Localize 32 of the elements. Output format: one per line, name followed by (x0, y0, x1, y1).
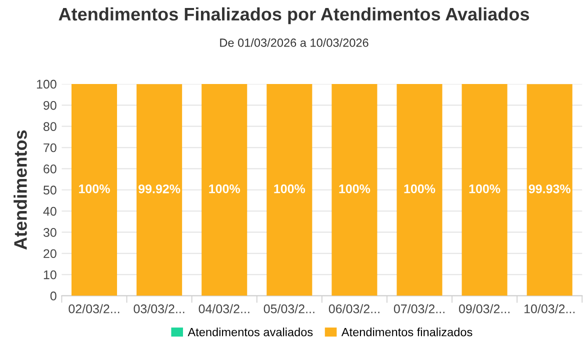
data-label: 100% (469, 184, 500, 194)
y-tick-label: 30 (43, 228, 56, 237)
y-tick-label: 80 (44, 122, 56, 131)
y-tick-label: 60 (44, 164, 56, 174)
data-label: 100% (209, 184, 240, 194)
data-label: 99.92% (138, 184, 180, 194)
data-label: 100% (274, 184, 306, 194)
data-label: 100% (404, 184, 436, 194)
x-tick-label: 06/03/2... (328, 304, 380, 314)
chart-title: Atendimentos Finalizados por Atendimentos Avaliados (58, 7, 530, 24)
x-tick-label: 03/03/2... (134, 304, 184, 314)
x-tick-label: 09/03/2... (458, 304, 510, 314)
x-tick-label: 07/03/2... (394, 304, 444, 314)
y-tick-label: 0 (50, 292, 56, 300)
legend-label: Atendimentos finalizados (341, 328, 472, 336)
x-tick-label: 10/03/2... (524, 304, 575, 314)
y-tick-label: 40 (43, 206, 56, 216)
chart-subtitle: De 01/03/2026 a 10/03/2026 (220, 38, 368, 47)
data-label: 100% (339, 184, 370, 194)
y-tick-label: 100 (36, 80, 56, 89)
data-label: 99.93% (528, 184, 570, 194)
x-tick-label: 02/03/2... (68, 304, 120, 314)
y-axis-title: Atendimentos (14, 130, 27, 250)
x-tick-label: 05/03/2... (264, 304, 314, 314)
y-tick-label: 50 (43, 186, 56, 195)
y-tick-label: 10 (44, 270, 56, 280)
y-tick-label: 20 (44, 249, 56, 258)
x-tick-label: 04/03/2... (198, 304, 250, 314)
legend-label: Atendimentos avaliados (188, 328, 313, 336)
data-label: 100% (79, 184, 110, 194)
y-tick-label: 70 (44, 143, 56, 152)
y-tick-label: 90 (44, 100, 56, 110)
